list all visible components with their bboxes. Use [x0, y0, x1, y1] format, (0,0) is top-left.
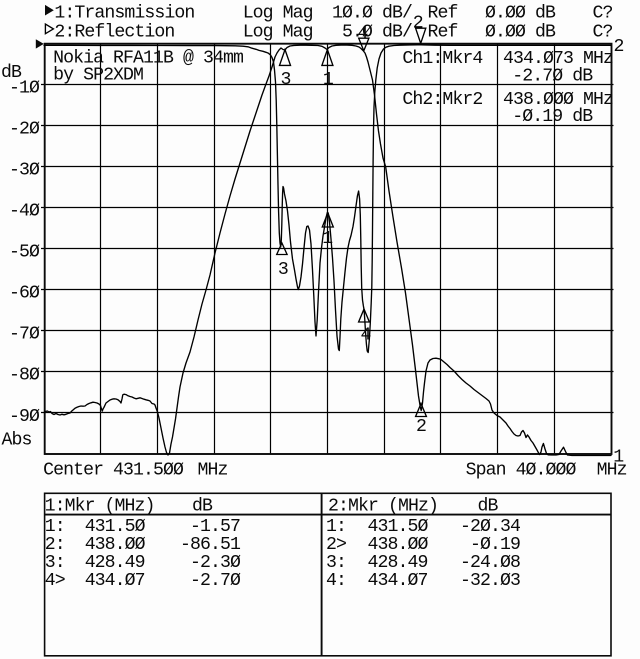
svg-text:428.49: 428.49 — [368, 553, 428, 573]
svg-text:-2.7Ø: -2.7Ø — [190, 571, 241, 591]
svg-text:3: 3 — [281, 70, 291, 90]
svg-text:3:: 3: — [45, 553, 65, 573]
svg-text:dB: dB — [192, 497, 213, 517]
svg-text:-24.Ø8: -24.Ø8 — [460, 553, 520, 573]
svg-text:Ref: Ref — [428, 4, 458, 24]
svg-text:438.ØØ: 438.ØØ — [85, 535, 146, 555]
svg-text:by SP2XDM: by SP2XDM — [53, 66, 143, 86]
svg-text:Ø.ØØ dB: Ø.ØØ dB — [485, 4, 556, 24]
svg-text:2:Reflection: 2:Reflection — [54, 23, 174, 43]
svg-text:Center 431.5ØØ: Center 431.5ØØ — [43, 460, 184, 480]
svg-text:-1Ø: -1Ø — [9, 79, 40, 99]
svg-text:434.Ø73 MHz: 434.Ø73 MHz — [503, 49, 613, 69]
svg-text:4: 4 — [358, 24, 368, 44]
svg-text:-32.Ø3: -32.Ø3 — [460, 571, 520, 591]
svg-text:MHz: MHz — [198, 460, 228, 480]
svg-text:1:: 1: — [326, 517, 346, 537]
svg-text:-5Ø: -5Ø — [9, 243, 40, 263]
svg-text:3:: 3: — [326, 553, 346, 573]
svg-text:2: 2 — [614, 37, 624, 57]
svg-text:-4Ø: -4Ø — [9, 202, 40, 222]
svg-text:4>: 4> — [45, 571, 65, 591]
svg-text:1: 1 — [323, 70, 334, 90]
svg-text:-2.3Ø: -2.3Ø — [190, 553, 241, 573]
svg-text:1Ø.Ø dB/: 1Ø.Ø dB/ — [332, 4, 412, 24]
svg-text:C?: C? — [593, 23, 613, 43]
svg-text:Ch1:Mkr4: Ch1:Mkr4 — [402, 49, 482, 69]
svg-text:1:Transmission: 1:Transmission — [54, 4, 194, 24]
svg-text:dB: dB — [1, 63, 22, 83]
svg-text:5.Ø dB/: 5.Ø dB/ — [342, 23, 412, 43]
svg-text:2: 2 — [416, 417, 426, 437]
svg-text:4: 4 — [361, 326, 371, 346]
svg-text:C?: C? — [593, 4, 613, 24]
svg-text:2>: 2> — [326, 535, 346, 555]
svg-text:dB: dB — [478, 497, 499, 517]
svg-text:-9Ø: -9Ø — [9, 407, 40, 427]
svg-text:-6Ø: -6Ø — [9, 284, 40, 304]
svg-text:1:: 1: — [45, 517, 65, 537]
svg-text:2:Mkr (MHz): 2:Mkr (MHz) — [328, 497, 438, 517]
svg-text:2: 2 — [413, 14, 423, 34]
svg-text:Ref: Ref — [428, 23, 458, 43]
svg-text:1: 1 — [322, 229, 333, 249]
svg-text:Ø.ØØ dB: Ø.ØØ dB — [485, 23, 556, 43]
svg-text:-1.57: -1.57 — [190, 517, 240, 537]
svg-text:Nokia RFA11B @ 34mm: Nokia RFA11B @ 34mm — [53, 48, 243, 68]
svg-text:438.ØØ: 438.ØØ — [368, 535, 429, 555]
svg-text:Span 4Ø.ØØØ: Span 4Ø.ØØØ — [466, 460, 577, 480]
svg-text:Abs: Abs — [2, 431, 32, 451]
svg-text:-2Ø: -2Ø — [9, 120, 40, 140]
svg-text:Log Mag: Log Mag — [243, 23, 313, 43]
svg-text:MHz: MHz — [597, 460, 627, 480]
svg-text:1:Mkr (MHz): 1:Mkr (MHz) — [45, 497, 155, 517]
svg-text:-7Ø: -7Ø — [9, 325, 40, 345]
svg-text:4:: 4: — [326, 571, 346, 591]
svg-text:-2Ø.34: -2Ø.34 — [460, 517, 520, 537]
svg-text:Log Mag: Log Mag — [243, 4, 313, 24]
svg-text:-Ø.19: -Ø.19 — [470, 535, 520, 555]
svg-text:1: 1 — [613, 448, 624, 468]
svg-text:3: 3 — [278, 260, 288, 280]
svg-text:434.Ø7: 434.Ø7 — [368, 571, 428, 591]
svg-text:434.Ø7: 434.Ø7 — [85, 571, 145, 591]
svg-text:431.5Ø: 431.5Ø — [368, 517, 429, 537]
svg-text:-8Ø: -8Ø — [9, 366, 40, 386]
svg-text:428.49: 428.49 — [85, 553, 145, 573]
svg-text:431.5Ø: 431.5Ø — [85, 517, 146, 537]
svg-text:2:: 2: — [45, 535, 65, 555]
svg-text:-2.7Ø dB: -2.7Ø dB — [512, 66, 593, 86]
svg-text:-86.51: -86.51 — [180, 535, 241, 555]
svg-text:Ch2:Mkr2: Ch2:Mkr2 — [402, 90, 482, 110]
svg-text:438.ØØØ MHz: 438.ØØØ MHz — [503, 90, 613, 110]
svg-text:-Ø.19 dB: -Ø.19 dB — [512, 107, 593, 127]
svg-text:-3Ø: -3Ø — [9, 161, 40, 181]
